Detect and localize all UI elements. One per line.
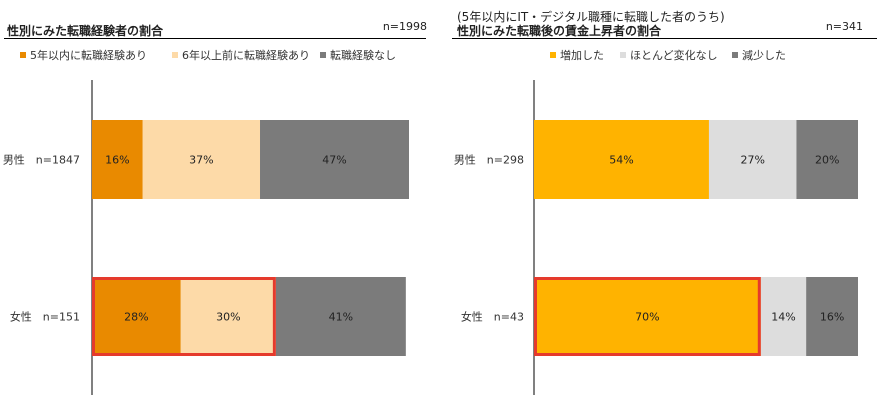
legend-swatch <box>550 52 556 58</box>
sample-size-label: n=1998 <box>382 20 427 33</box>
chart-subtitle: (5年以内にIT・デジタル職種に転職した者のうち) <box>457 10 725 24</box>
data-label: 54% <box>609 154 633 167</box>
legend-label: 5年以内に転職経験あり <box>30 48 147 62</box>
data-label: 27% <box>740 154 764 167</box>
data-label: 47% <box>322 154 346 167</box>
bar-segment <box>534 277 761 356</box>
legend-label: 増加した <box>560 49 604 62</box>
bar-segment <box>92 277 181 356</box>
title-underline <box>4 38 426 39</box>
data-label: 20% <box>815 154 839 167</box>
chart-panel-right: (5年以内にIT・デジタル職種に転職した者のうち) 性別にみた転職後の賃金上昇者… <box>440 0 881 410</box>
category-label: 女性 n=151 <box>10 310 80 324</box>
bar-segment <box>806 277 858 356</box>
data-label: 41% <box>329 311 353 324</box>
bar-segment <box>275 277 406 356</box>
legend-swatch <box>172 52 178 58</box>
chart-panel-left: 性別にみた転職経験者の割合 n=1998 5年以内に転職経験あり 6年以上前に転職… <box>0 0 440 410</box>
bar-segment <box>534 120 709 199</box>
chart-title: 性別にみた転職後の賃金上昇者の割合 <box>457 24 662 38</box>
data-label: 16% <box>105 154 129 167</box>
legend-label: 6年以上前に転職経験あり <box>182 48 310 62</box>
bar-segment <box>760 277 807 356</box>
bar-segment <box>92 120 143 199</box>
bar-segment <box>142 120 261 199</box>
sample-size-label: n=341 <box>825 20 863 33</box>
legend-swatch <box>620 52 626 58</box>
data-label: 14% <box>771 311 795 324</box>
category-label: 女性 n=43 <box>461 310 524 324</box>
highlight-frame <box>534 277 761 356</box>
bar-segment <box>708 120 797 199</box>
data-label: 30% <box>216 311 240 324</box>
legend-swatch <box>320 52 326 58</box>
bar-segment <box>180 277 276 356</box>
title-underline <box>452 38 877 39</box>
highlight-frame <box>92 277 276 356</box>
bar-segment <box>260 120 409 199</box>
chart-title: 性別にみた転職経験者の割合 <box>7 24 164 38</box>
legend-label: 転職経験なし <box>330 48 396 62</box>
legend-swatch <box>732 52 738 58</box>
data-label: 37% <box>189 154 213 167</box>
category-label: 男性 n=1847 <box>3 153 80 167</box>
category-label: 男性 n=298 <box>454 153 524 167</box>
legend-swatch <box>20 52 26 58</box>
data-label: 16% <box>820 311 844 324</box>
bar-segment <box>796 120 858 199</box>
data-label: 28% <box>124 311 148 324</box>
data-label: 70% <box>635 311 659 324</box>
legend-label: ほとんど変化なし <box>630 48 718 62</box>
legend-label: 減少した <box>742 48 786 62</box>
